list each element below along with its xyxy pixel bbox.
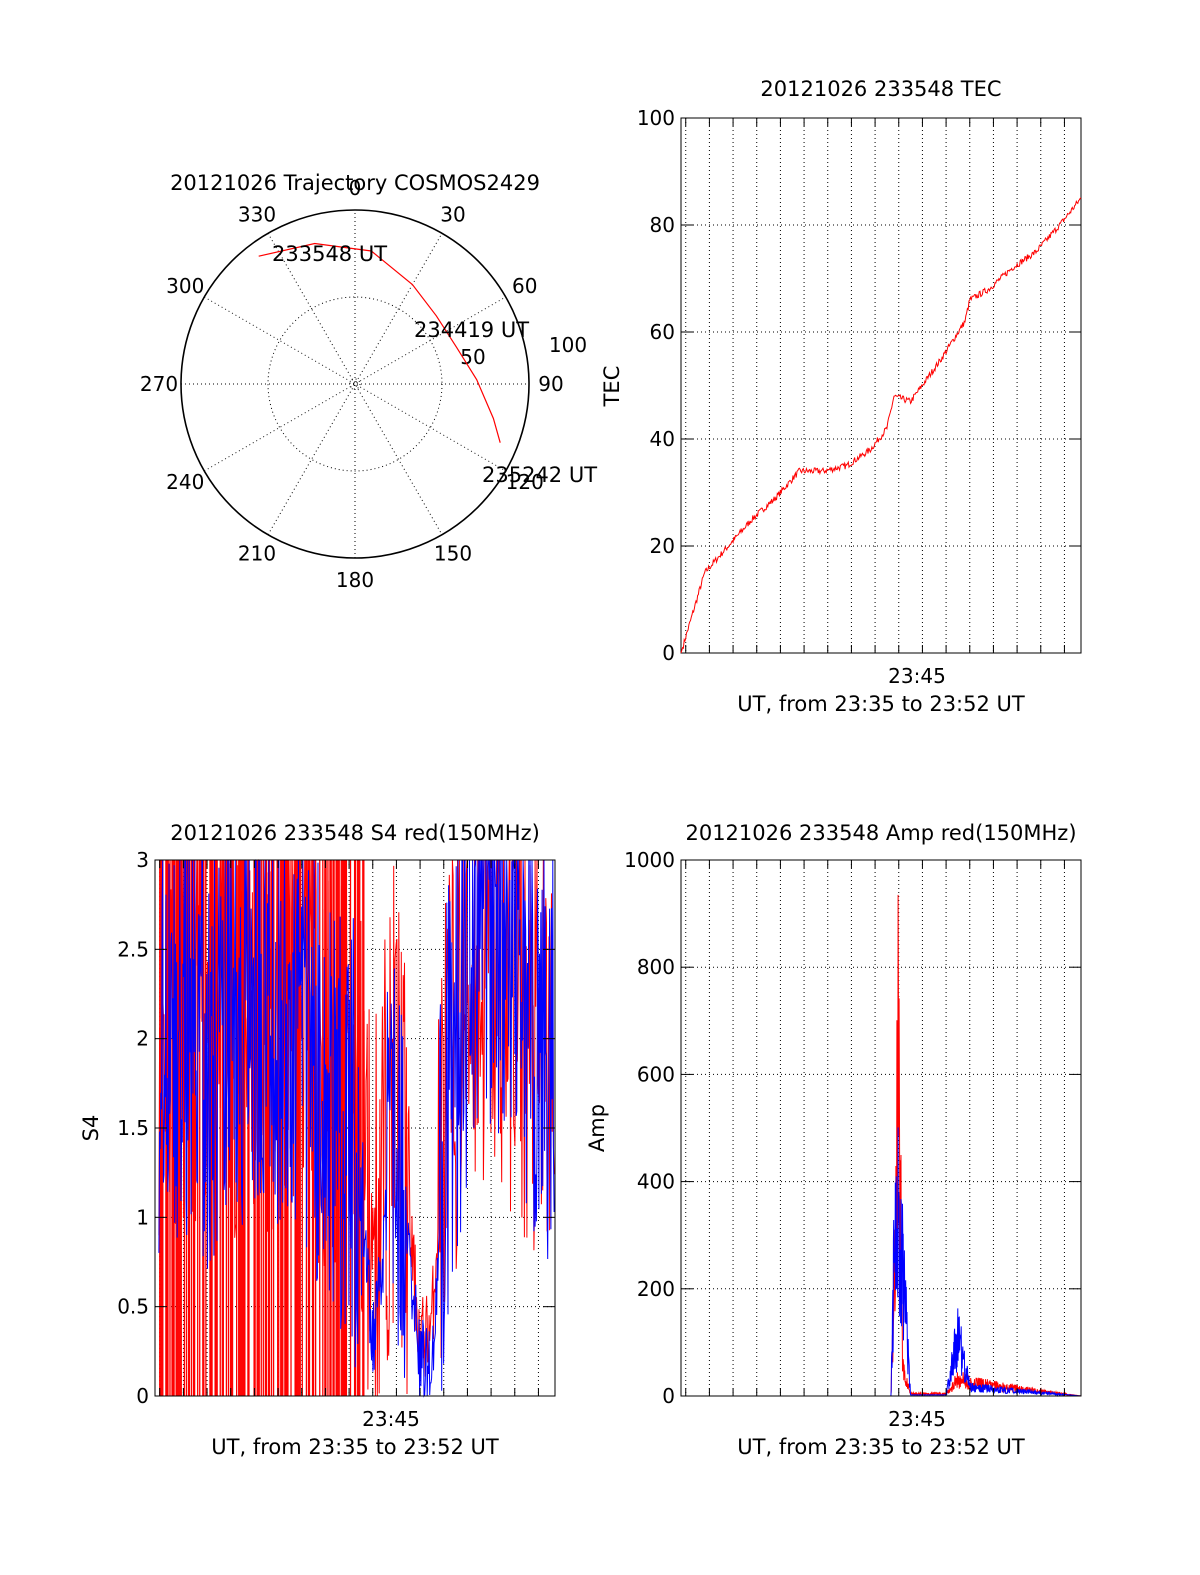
s4-y-ticks: 0 0.5 1 1.5 2 2.5 3 xyxy=(117,848,555,1408)
amp-y-tick-label: 200 xyxy=(637,1277,675,1301)
polar-annotation-end: 235242 UT xyxy=(482,463,597,487)
amp-grid xyxy=(681,860,1081,1396)
polar-azimuth-labels: 0 30 60 90 120 150 180 210 240 270 300 330 xyxy=(140,176,564,592)
polar-azimuth-label-270: 270 xyxy=(140,372,178,396)
tec-chart: 20121026 233548 TEC 0 20 40 60 80 100 23:45 U… xyxy=(600,77,1082,716)
tec-y-ticks: 0 20 40 60 80 100 xyxy=(637,106,1081,665)
polar-azimuth-label-180: 180 xyxy=(336,568,374,592)
amp-y-tick-label: 800 xyxy=(637,955,675,979)
s4-y-tick-label: 3 xyxy=(136,848,149,872)
tec-y-tick-label: 40 xyxy=(650,427,675,451)
polar-azimuth-label-300: 300 xyxy=(166,274,204,298)
s4-y-label: S4 xyxy=(79,1115,103,1142)
polar-azimuth-label-120: 120 xyxy=(506,470,544,494)
polar-azimuth-label-150: 150 xyxy=(434,542,472,566)
amp-chart: 20121026 233548 Amp red(150MHz) 0 200 400 6… xyxy=(585,821,1082,1459)
s4-y-tick-label: 2.5 xyxy=(117,937,149,961)
tec-y-label: TEC xyxy=(600,366,624,408)
tec-y-tick-label: 80 xyxy=(650,213,675,237)
tec-plot-frame xyxy=(680,117,1082,654)
tec-y-tick-label: 100 xyxy=(637,106,675,130)
amp-series-red xyxy=(681,894,1081,1397)
polar-azimuth-label-60: 60 xyxy=(512,274,537,298)
polar-trajectory-line xyxy=(258,242,501,443)
tec-x-tick-label: 23:45 xyxy=(888,664,946,688)
polar-azimuth-label-240: 240 xyxy=(166,470,204,494)
tec-y-tick-label: 0 xyxy=(662,641,675,665)
s4-y-tick-label: 2 xyxy=(136,1027,149,1051)
amp-series-blue xyxy=(681,1127,1081,1398)
amp-x-tick-label: 23:45 xyxy=(888,1407,946,1431)
polar-azimuth-label-90: 90 xyxy=(538,372,563,396)
amp-x-label: UT, from 23:35 to 23:52 UT xyxy=(737,1435,1025,1459)
polar-annotation-start: 233548 UT xyxy=(272,242,387,266)
polar-center-mark xyxy=(349,378,361,390)
tec-x-label: UT, from 23:35 to 23:52 UT xyxy=(737,692,1025,716)
polar-azimuth-label-330: 330 xyxy=(238,202,276,226)
amp-y-tick-label: 1000 xyxy=(624,848,675,872)
tec-grid xyxy=(681,118,1081,653)
tec-y-tick-label: 20 xyxy=(650,534,675,558)
amp-title: 20121026 233548 Amp red(150MHz) xyxy=(685,821,1076,845)
s4-y-tick-label: 0 xyxy=(136,1384,149,1408)
s4-y-tick-label: 1 xyxy=(136,1205,149,1229)
tec-title: 20121026 233548 TEC xyxy=(760,77,1001,101)
amp-y-tick-label: 0 xyxy=(662,1384,675,1408)
amp-y-tick-label: 400 xyxy=(637,1170,675,1194)
amp-y-label: Amp xyxy=(585,1104,609,1152)
polar-radial-label-100: 100 xyxy=(549,333,587,357)
polar-chart: 20121026 Trajectory COSMOS2429 0 30 60 90 12… xyxy=(140,171,597,592)
amp-plot-frame xyxy=(680,859,1082,1397)
polar-radial-label-50: 50 xyxy=(460,345,485,369)
s4-y-tick-label: 1.5 xyxy=(117,1116,149,1140)
polar-azimuth-label-210: 210 xyxy=(238,542,276,566)
s4-title: 20121026 233548 S4 red(150MHz) xyxy=(170,821,540,845)
tec-series-red xyxy=(680,197,1082,654)
amp-y-tick-label: 600 xyxy=(637,1062,675,1086)
s4-x-label: UT, from 23:35 to 23:52 UT xyxy=(211,1435,499,1459)
polar-azimuth-label-30: 30 xyxy=(440,202,465,226)
s4-y-tick-label: 0.5 xyxy=(117,1295,149,1319)
polar-azimuth-label-0: 0 xyxy=(349,176,362,200)
polar-annotation-mid: 234419 UT xyxy=(414,318,529,342)
tec-y-tick-label: 60 xyxy=(650,320,675,344)
s4-x-tick-label: 23:45 xyxy=(362,1407,420,1431)
s4-chart: 20121026 233548 S4 red(150MHz) 0 0.5 1 1.5 2… xyxy=(79,821,556,1459)
amp-y-ticks: 0 200 400 600 800 1000 xyxy=(624,848,1081,1408)
polar-title: 20121026 Trajectory COSMOS2429 xyxy=(170,171,540,195)
